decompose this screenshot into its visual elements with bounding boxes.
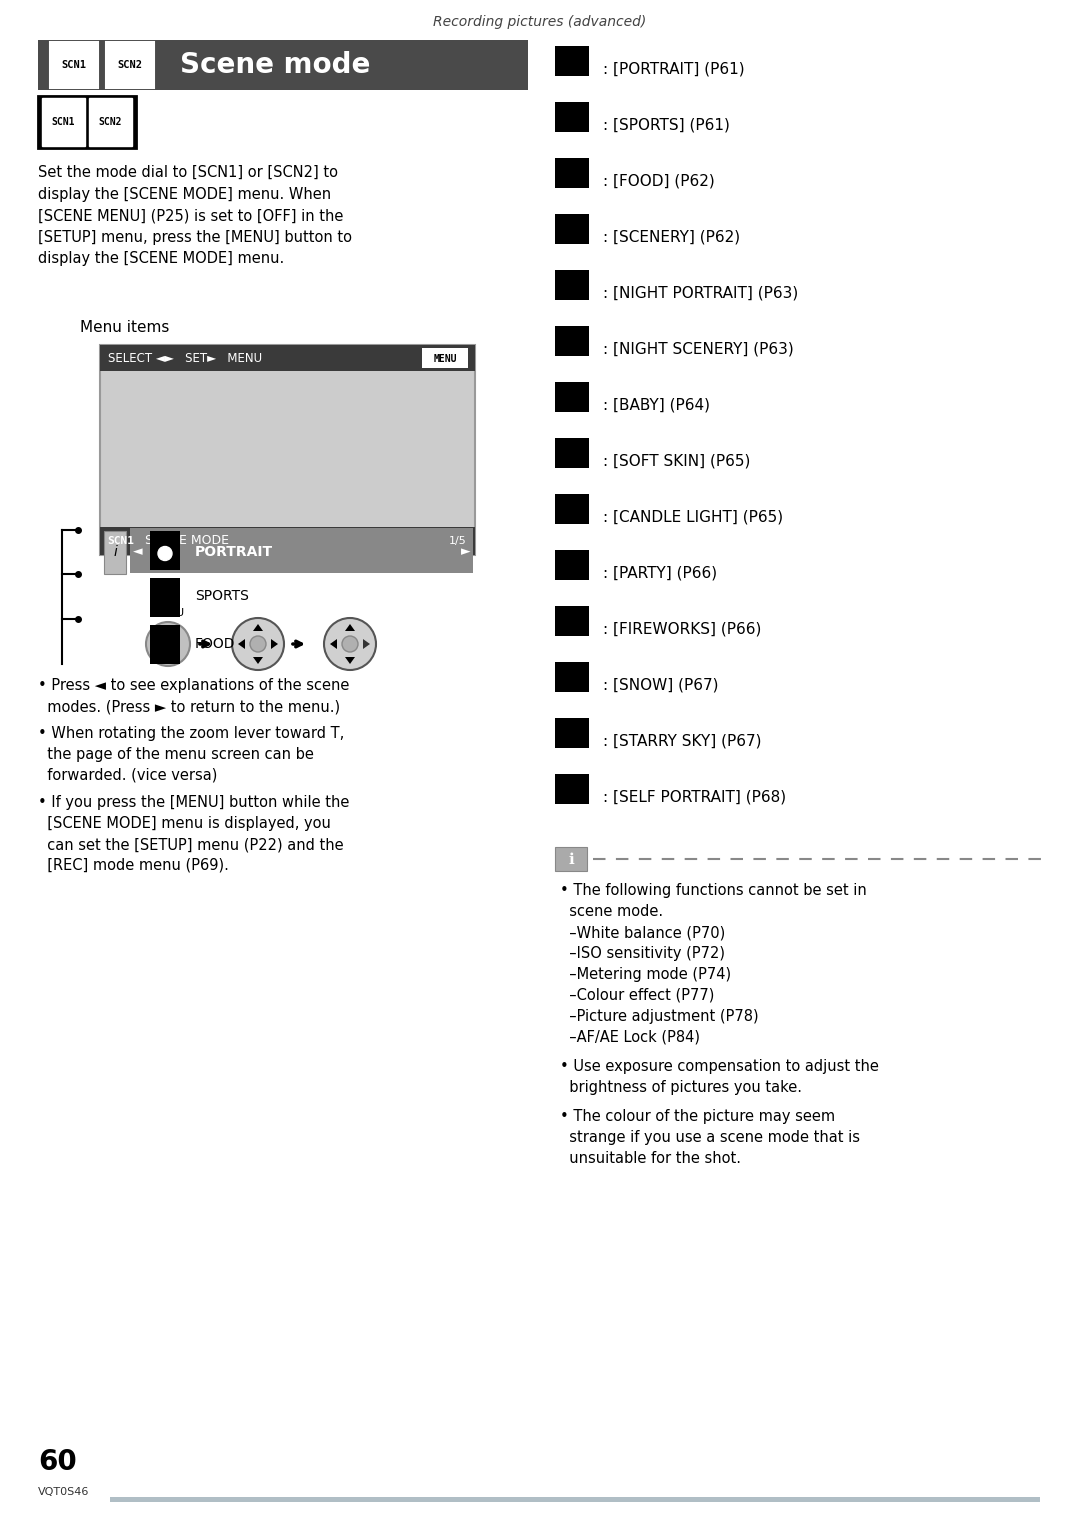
Polygon shape <box>345 624 355 630</box>
Text: SCN2: SCN2 <box>98 117 122 127</box>
Text: • Use exposure compensation to adjust the
  brightness of pictures you take.: • Use exposure compensation to adjust th… <box>561 1058 879 1095</box>
Text: : [SELF PORTRAIT] (P68): : [SELF PORTRAIT] (P68) <box>603 788 786 804</box>
Text: • When rotating the zoom lever toward T,
  the page of the menu screen can be
  : • When rotating the zoom lever toward T,… <box>38 726 345 782</box>
Bar <box>42 98 85 146</box>
Bar <box>150 578 180 617</box>
Bar <box>555 775 589 804</box>
Polygon shape <box>253 657 264 664</box>
Bar <box>89 98 132 146</box>
Bar <box>555 439 589 468</box>
Text: Menu items: Menu items <box>80 321 170 334</box>
Bar <box>422 348 468 368</box>
Bar <box>555 663 589 692</box>
Text: • Press ◄ to see explanations of the scene
  modes. (Press ► to return to the me: • Press ◄ to see explanations of the sce… <box>38 678 349 713</box>
Bar <box>110 1497 1040 1502</box>
Text: : [BABY] (P64): : [BABY] (P64) <box>603 397 710 413</box>
Bar <box>555 847 588 871</box>
Text: : [SOFT SKIN] (P65): : [SOFT SKIN] (P65) <box>603 453 751 468</box>
Bar <box>555 718 589 749</box>
Circle shape <box>342 637 357 652</box>
Text: SELECT ◄►   SET►   MENU: SELECT ◄► SET► MENU <box>108 353 262 365</box>
Text: MENU: MENU <box>433 354 457 364</box>
Circle shape <box>232 618 284 670</box>
Text: 1/5: 1/5 <box>449 535 467 546</box>
Bar <box>100 528 475 555</box>
Text: : [FOOD] (P62): : [FOOD] (P62) <box>603 173 715 189</box>
Text: : [NIGHT SCENERY] (P63): : [NIGHT SCENERY] (P63) <box>603 341 794 356</box>
Bar <box>555 494 589 525</box>
Circle shape <box>324 618 376 670</box>
Text: : [SNOW] (P67): : [SNOW] (P67) <box>603 676 718 692</box>
Text: • The colour of the picture may seem
  strange if you use a scene mode that is
 : • The colour of the picture may seem str… <box>561 1109 860 1166</box>
Bar <box>555 101 589 132</box>
Bar <box>150 624 180 664</box>
Text: • The following functions cannot be set in
  scene mode.
  –White balance (P70)
: • The following functions cannot be set … <box>561 884 867 1045</box>
Bar <box>38 97 136 147</box>
Bar <box>130 528 473 574</box>
Text: : [FIREWORKS] (P66): : [FIREWORKS] (P66) <box>603 621 761 637</box>
Text: • If you press the [MENU] button while the
  [SCENE MODE] menu is displayed, you: • If you press the [MENU] button while t… <box>38 795 349 873</box>
Bar <box>100 345 475 371</box>
Bar <box>555 606 589 637</box>
Text: Recording pictures (advanced): Recording pictures (advanced) <box>433 15 647 29</box>
Text: : [SPORTS] (P61): : [SPORTS] (P61) <box>603 117 730 132</box>
Text: Set the mode dial to [SCN1] or [SCN2] to
display the [SCENE MODE] menu. When
[SC: Set the mode dial to [SCN1] or [SCN2] to… <box>38 166 352 267</box>
Text: : [PORTRAIT] (P61): : [PORTRAIT] (P61) <box>603 61 744 77</box>
Text: VQT0S46: VQT0S46 <box>38 1486 90 1497</box>
Text: MENU: MENU <box>151 607 185 618</box>
Text: ℹ: ℹ <box>568 851 573 867</box>
Bar <box>150 531 180 571</box>
Circle shape <box>146 621 190 666</box>
Text: i: i <box>113 546 117 560</box>
Polygon shape <box>253 624 264 630</box>
Text: : [CANDLE LIGHT] (P65): : [CANDLE LIGHT] (P65) <box>603 509 783 525</box>
Text: Scene mode: Scene mode <box>180 51 370 78</box>
Bar <box>50 41 98 87</box>
Text: SPORTS: SPORTS <box>195 589 248 603</box>
Circle shape <box>249 637 266 652</box>
Text: SCN2: SCN2 <box>118 60 143 71</box>
Polygon shape <box>330 640 337 649</box>
Text: ◄: ◄ <box>133 545 143 558</box>
Text: : [NIGHT PORTRAIT] (P63): : [NIGHT PORTRAIT] (P63) <box>603 285 798 301</box>
Text: : [SCENERY] (P62): : [SCENERY] (P62) <box>603 229 740 244</box>
Text: SCENE MODE: SCENE MODE <box>145 534 229 548</box>
Bar <box>106 41 154 87</box>
Polygon shape <box>363 640 370 649</box>
Text: FOOD: FOOD <box>195 637 235 650</box>
Circle shape <box>158 546 172 560</box>
Bar <box>100 345 475 555</box>
Polygon shape <box>238 640 245 649</box>
Bar <box>104 531 126 574</box>
Text: : [STARRY SKY] (P67): : [STARRY SKY] (P67) <box>603 733 761 749</box>
Text: SCN1: SCN1 <box>51 117 75 127</box>
Text: SCN1: SCN1 <box>107 535 134 546</box>
Bar <box>555 382 589 413</box>
Text: PORTRAIT: PORTRAIT <box>195 545 273 558</box>
Bar <box>555 215 589 244</box>
Text: : [PARTY] (P66): : [PARTY] (P66) <box>603 565 717 580</box>
Bar <box>555 158 589 189</box>
Bar <box>38 40 528 91</box>
Text: 60: 60 <box>38 1448 77 1476</box>
Bar <box>555 270 589 301</box>
Bar <box>555 327 589 356</box>
Polygon shape <box>271 640 278 649</box>
Bar <box>555 551 589 580</box>
Polygon shape <box>345 657 355 664</box>
Text: SCN1: SCN1 <box>62 60 86 71</box>
Text: ►: ► <box>461 545 471 558</box>
Bar <box>555 46 589 77</box>
